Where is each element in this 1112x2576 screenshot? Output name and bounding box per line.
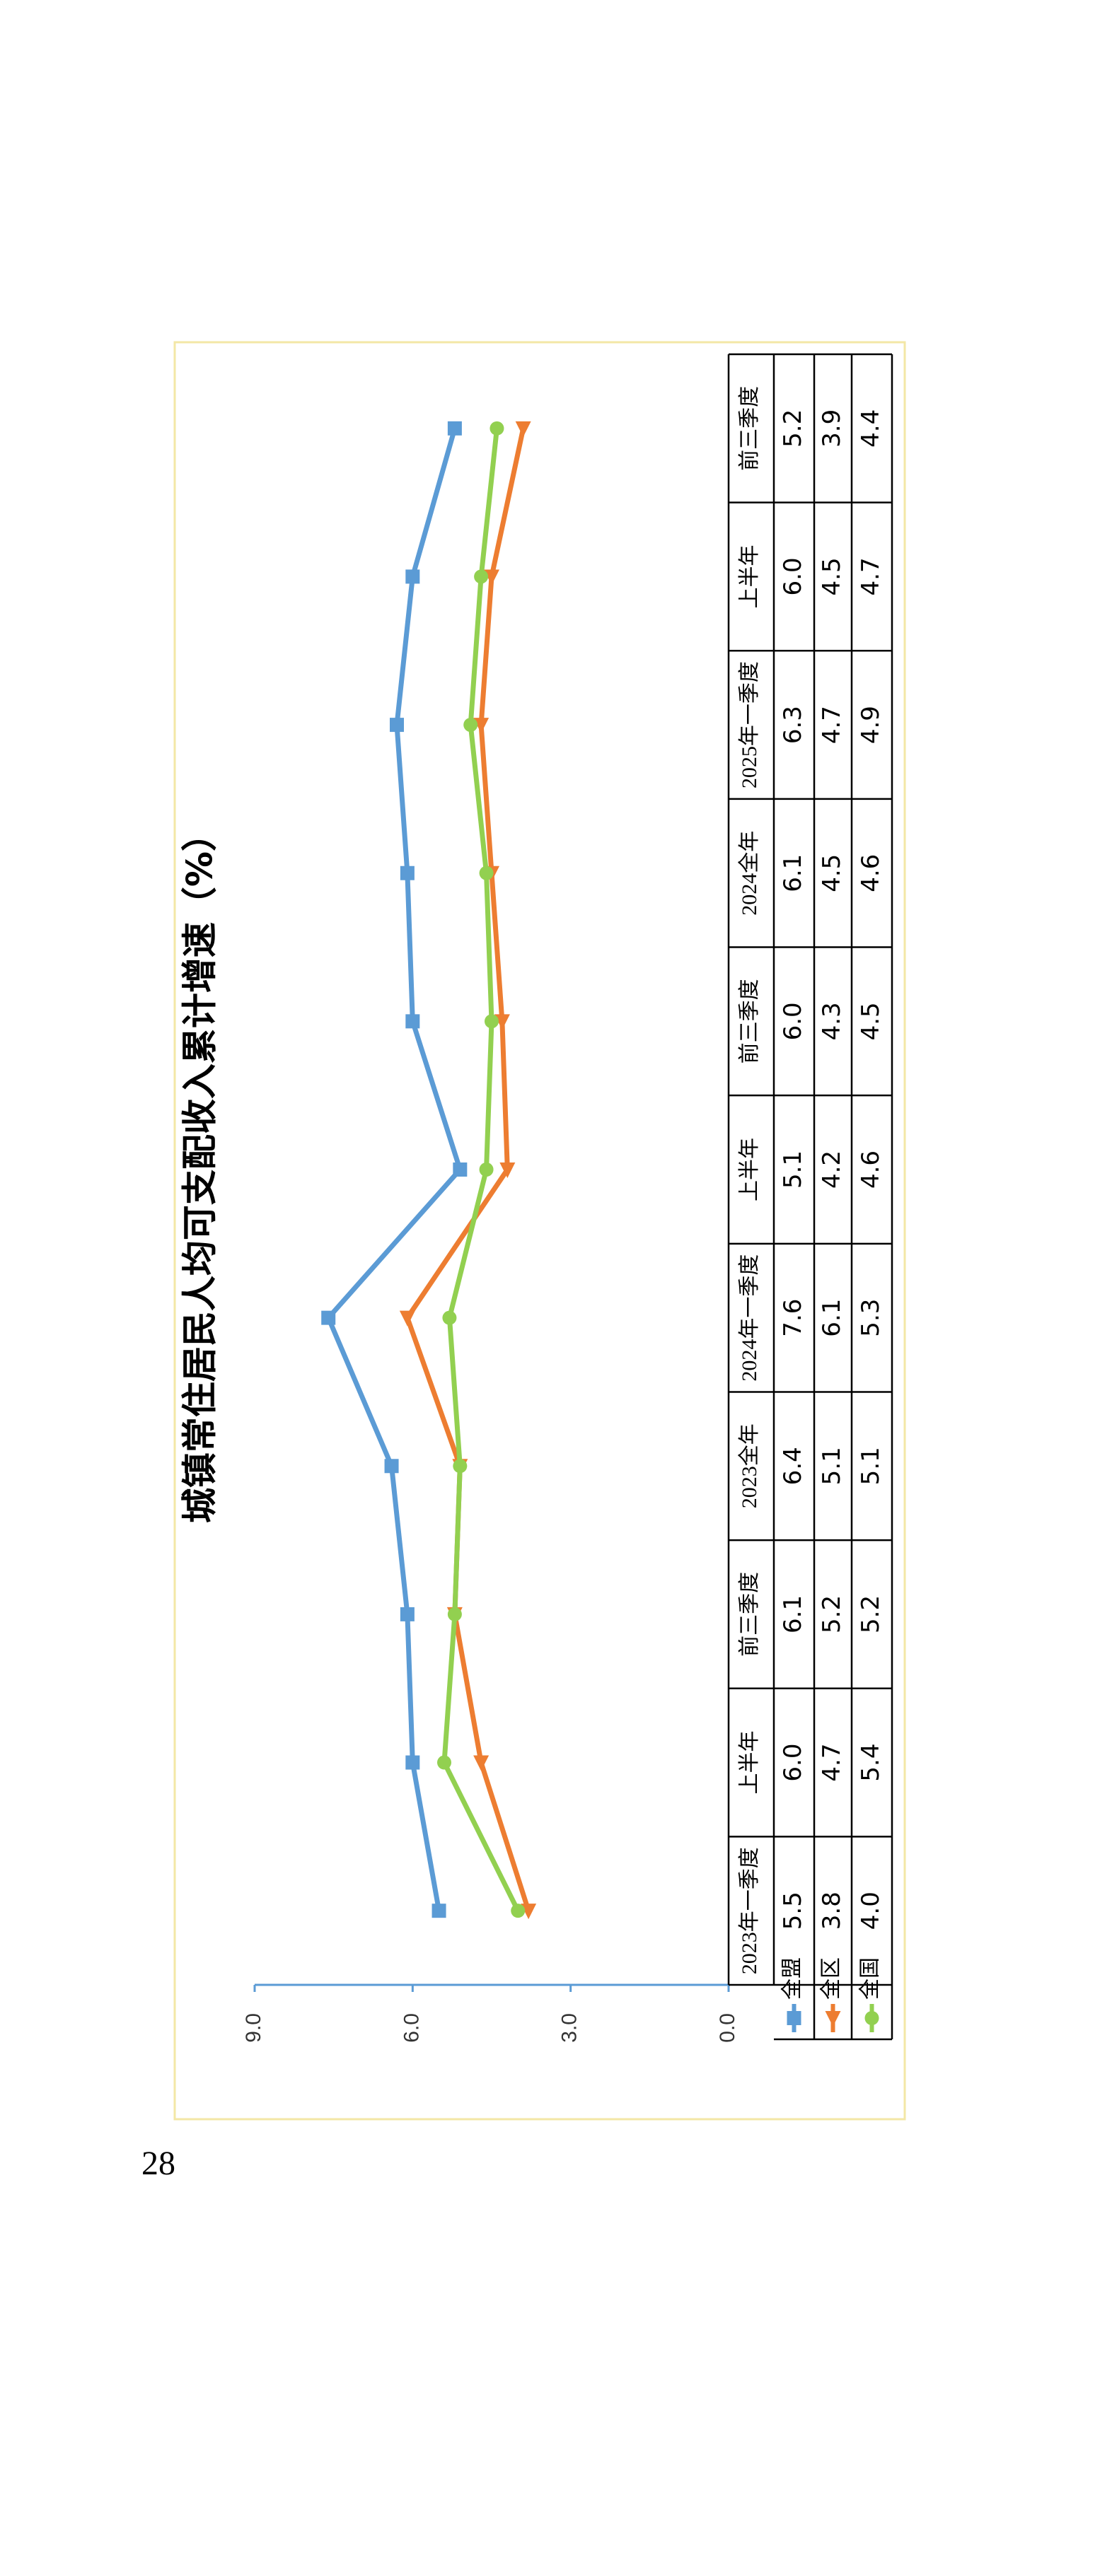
- chart-border: [173, 341, 906, 2121]
- data-point: [521, 1904, 537, 1920]
- data-point: [384, 1459, 399, 1474]
- table-value: 6.4: [779, 1447, 807, 1485]
- legend-marker: [787, 2011, 801, 2025]
- table-value: 4.2: [818, 1150, 846, 1189]
- x-tick-label: 2024年一季度: [738, 1254, 761, 1382]
- data-point: [400, 866, 415, 880]
- legend-label: 全区: [819, 1957, 842, 2000]
- data-point: [447, 421, 462, 436]
- y-tick-label: 6.0: [400, 2013, 423, 2043]
- table-value: 6.1: [818, 1299, 846, 1337]
- table-value: 7.6: [779, 1299, 807, 1337]
- data-point: [405, 1014, 420, 1029]
- table-value: 5.4: [857, 1744, 885, 1782]
- table-value: 6.3: [779, 706, 807, 744]
- data-point: [511, 1904, 526, 1918]
- x-tick-label: 前三季度: [738, 1572, 761, 1657]
- data-point: [515, 421, 531, 437]
- table-value: 3.8: [818, 1892, 846, 1930]
- data-point: [479, 866, 494, 880]
- table-value: 6.0: [779, 557, 807, 595]
- x-tick-label: 上半年: [738, 1138, 761, 1201]
- data-point: [405, 569, 420, 584]
- table-value: 4.3: [818, 1002, 846, 1040]
- chart-title: 城镇常住居民人均可支配收入累计增速（%）: [180, 816, 221, 1523]
- data-point: [479, 1162, 494, 1177]
- data-point: [453, 1459, 468, 1474]
- data-point: [474, 569, 489, 584]
- legend-label: 全盟: [780, 1957, 804, 2000]
- table-value: 4.6: [857, 854, 885, 892]
- data-point: [437, 1755, 451, 1770]
- chart: 城镇常住居民人均可支配收入累计增速（%） 0.0 3.0 6.0 9.0 2023年一季度…: [173, 341, 906, 2121]
- data-point: [490, 421, 504, 436]
- y-tick-label: 9.0: [242, 2013, 265, 2043]
- data-point: [399, 1310, 415, 1327]
- table-value: 5.5: [779, 1892, 807, 1930]
- table-value: 6.1: [779, 854, 807, 892]
- y-tick-label: 0.0: [716, 2013, 739, 2043]
- table-value: 5.1: [779, 1150, 807, 1189]
- table-value: 4.5: [818, 557, 846, 595]
- data-point: [321, 1310, 336, 1325]
- data-point: [485, 1014, 499, 1029]
- legend-marker: [864, 2011, 879, 2025]
- table-value: 5.2: [818, 1595, 846, 1633]
- x-tick-label: 前三季度: [738, 979, 761, 1063]
- data-point: [405, 1755, 420, 1770]
- table-value: 4.7: [818, 706, 846, 744]
- table-value: 5.3: [857, 1299, 885, 1337]
- table-value: 6.1: [779, 1595, 807, 1633]
- table-value: 4.6: [857, 1150, 885, 1189]
- table-value: 6.0: [779, 1002, 807, 1040]
- data-point: [463, 718, 478, 733]
- y-tick-label: 3.0: [558, 2013, 581, 2043]
- data-point: [453, 1162, 468, 1177]
- data-point: [473, 718, 490, 734]
- table-value: 5.1: [857, 1447, 885, 1485]
- table-value: 5.2: [779, 409, 807, 448]
- page-number: 28: [141, 2145, 175, 2182]
- x-tick-label: 前三季度: [738, 386, 761, 471]
- table-value: 4.4: [857, 409, 885, 448]
- table-value: 3.9: [818, 409, 846, 448]
- table-value: 4.0: [857, 1892, 885, 1930]
- data-point: [499, 1162, 516, 1178]
- data-point: [390, 718, 404, 733]
- data-point: [442, 1310, 457, 1325]
- x-tick-label: 2023年一季度: [738, 1847, 761, 1974]
- data-point: [484, 569, 499, 585]
- data-point: [473, 1755, 490, 1771]
- data-point: [447, 1607, 462, 1621]
- x-tick-label: 上半年: [738, 544, 761, 608]
- legend-label: 全国: [858, 1957, 881, 2000]
- x-tick-label: 2025年一季度: [738, 661, 761, 788]
- x-tick-label: 上半年: [738, 1731, 761, 1795]
- data-point: [432, 1904, 446, 1918]
- legend-marker: [825, 2011, 841, 2027]
- data-point: [400, 1607, 415, 1621]
- table-value: 4.7: [818, 1744, 846, 1782]
- table-value: 5.2: [857, 1595, 885, 1633]
- table-value: 4.7: [857, 557, 885, 595]
- x-tick-label: 2024全年: [738, 831, 761, 916]
- table-value: 4.5: [857, 1002, 885, 1040]
- table-value: 5.1: [818, 1447, 846, 1485]
- table-value: 4.5: [818, 854, 846, 892]
- x-tick-label: 2023全年: [738, 1423, 761, 1508]
- table-value: 6.0: [779, 1744, 807, 1782]
- data-point: [494, 1014, 510, 1030]
- table-value: 4.9: [857, 706, 885, 744]
